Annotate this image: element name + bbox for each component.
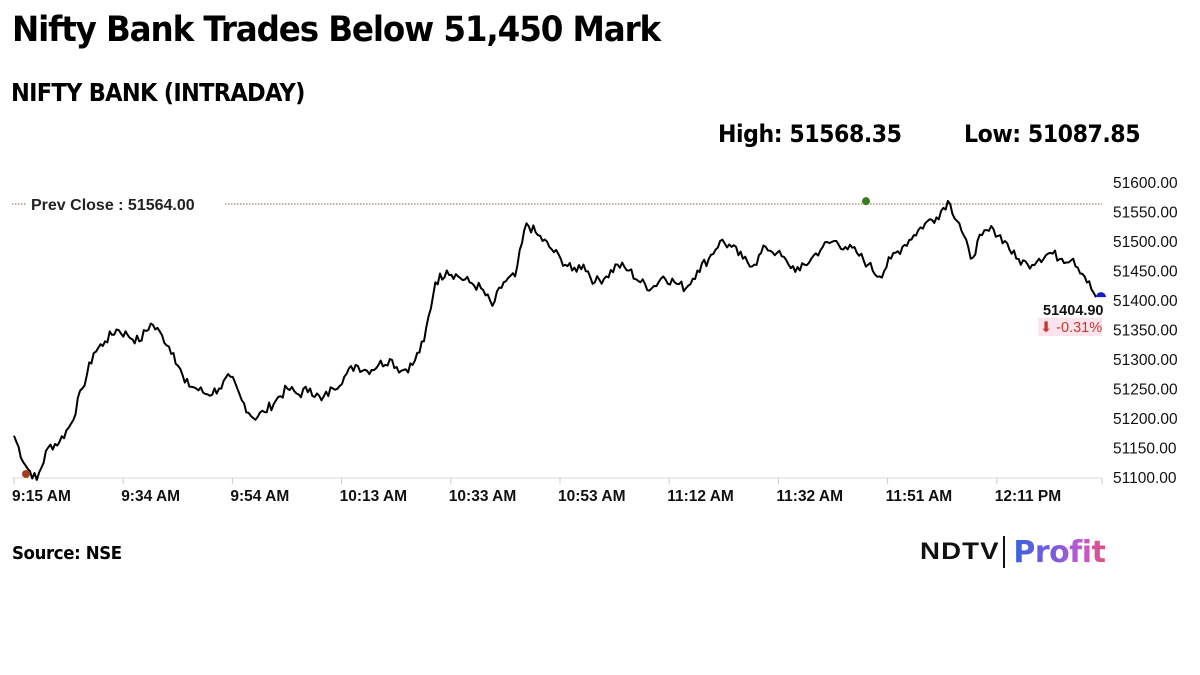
logo-ndtv: NDTV [920,538,1000,565]
y-tick-label: 51250.00 [1113,382,1178,399]
x-tick-label: 10:53 AM [558,488,625,505]
x-tick-label: 9:54 AM [230,488,289,505]
x-tick-label: 10:33 AM [449,488,516,505]
x-tick-label: 12:11 PM [995,488,1061,505]
ndtv-profit-logo: NDTV Profit [920,534,1106,570]
change-badge-bg [1038,318,1102,336]
chart-title: NIFTY BANK (INTRADAY) [11,78,305,107]
headline: Nifty Bank Trades Below 51,450 Mark [12,10,661,50]
y-tick-label: 51600.00 [1113,175,1178,192]
x-tick-label: 9:34 AM [121,488,180,505]
y-tick-label: 51450.00 [1113,264,1178,281]
day-low: Low: 51087.85 [964,120,1141,148]
x-axis: 9:15 AM 9:34 AM 9:54 AM 10:13 AM 10:33 AM 10:… [12,477,1103,505]
y-tick-label: 51200.00 [1113,411,1178,428]
last-price-marker [1096,292,1106,298]
intraday-line-chart: 51600.00 51550.00 51500.00 51450.00 51400.00… [12,175,1178,505]
y-tick-label: 51350.00 [1113,323,1178,340]
high-marker [862,197,870,206]
y-tick-label: 51400.00 [1113,293,1178,310]
y-tick-label: 51100.00 [1113,470,1177,487]
low-marker [22,470,30,478]
prev-close-label: Prev Close : 51564.00 [31,197,195,214]
change-percent-label: ⬇ -0.31% [1040,320,1102,336]
logo-divider [1003,536,1006,568]
y-tick-label: 51550.00 [1113,205,1178,222]
x-tick-label: 10:13 AM [340,488,407,505]
x-tick-label: 11:51 AM [886,488,953,505]
logo-profit: Profit [1013,534,1106,570]
x-tick-label: 11:32 AM [776,488,843,505]
day-high: High: 51568.35 [718,120,902,148]
y-axis: 51600.00 51550.00 51500.00 51450.00 51400.00… [1113,175,1178,487]
y-tick-label: 51150.00 [1113,441,1177,458]
y-tick-label: 51300.00 [1113,352,1178,369]
y-tick-label: 51500.00 [1113,234,1178,251]
last-price-label: 51404.90 [1043,303,1103,319]
x-tick-label: 9:15 AM [12,488,71,505]
x-tick-label: 11:12 AM [667,488,734,505]
source-note: Source: NSE [12,543,122,564]
prev-close-label-bg [26,194,224,214]
price-line [13,199,1097,481]
